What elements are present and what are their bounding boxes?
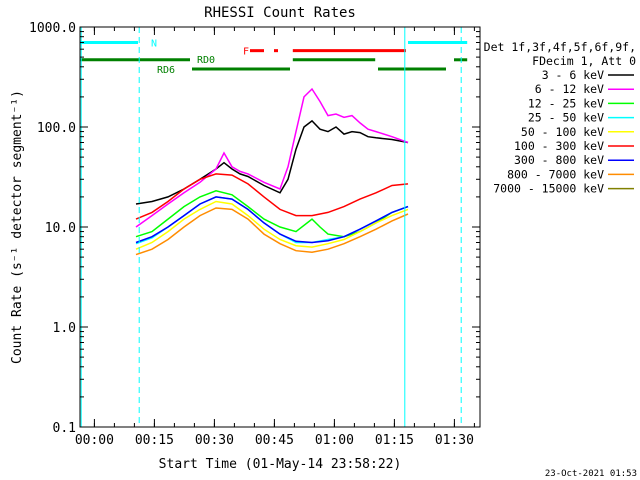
legend-label-50-100-kev: 50 - 100 keV (521, 125, 604, 139)
state-bars-layer: N F RD0 RD6 (80, 38, 468, 76)
annotation-n: N (151, 38, 157, 49)
legend-label-25-50-kev: 25 - 50 keV (528, 111, 604, 125)
legend-label-6-12-kev: 6 - 12 keV (535, 82, 604, 96)
x-tick-label: 01:15 (375, 433, 414, 448)
x-tick-label: 00:00 (75, 433, 114, 448)
y-axis: 0.1 1.0 10.0 100.0 1000.0 (29, 21, 480, 436)
x-tick-label: 01:30 (435, 433, 474, 448)
annotation-f: F (243, 47, 249, 58)
x-tick-label: 00:15 (135, 433, 174, 448)
series-6-12-kev (135, 87, 409, 228)
series-800-7000-kev (135, 207, 409, 256)
legend-label-3-6-kev: 3 - 6 keV (542, 68, 604, 82)
annotation-rd6: RD6 (157, 65, 175, 76)
y-axis-label: Count Rate (s⁻¹ detector segment⁻¹) (10, 90, 25, 364)
legend-label-800-7000-kev: 800 - 7000 keV (507, 167, 604, 181)
series-3-6-kev (135, 119, 409, 205)
x-tick-label: 01:00 (315, 433, 354, 448)
legend-label-7000-15000-kev: 7000 - 15000 keV (493, 182, 604, 196)
legend-label-300-800-kev: 300 - 800 keV (514, 153, 604, 167)
y-tick-label: 10.0 (45, 221, 76, 236)
series-300-800-kev (135, 196, 409, 244)
x-tick-label: 00:30 (195, 433, 234, 448)
y-tick-label: 1000.0 (29, 21, 76, 36)
footer-timestamp: 23-Oct-2021 01:53 (545, 469, 637, 479)
legend-header-line: Det 1f,3f,4f,5f,6f,9f, (484, 40, 636, 54)
chart-title: RHESSI Count Rates (204, 5, 356, 21)
y-tick-label: 100.0 (37, 121, 76, 136)
legend-label-100-300-kev: 100 - 300 keV (514, 139, 604, 153)
x-axis-label: Start Time (01-May-14 23:58:22) (159, 457, 402, 472)
legend-header-line: FDecim 1, Att 0 (532, 54, 636, 68)
x-axis: 00:00 00:15 00:30 00:45 01:00 01:15 01:30 (75, 27, 475, 448)
series-100-300-kev (135, 173, 409, 220)
x-tick-label: 00:45 (255, 433, 294, 448)
legend-label-12-25-kev: 12 - 25 keV (528, 96, 604, 110)
series-50-100-kev (135, 200, 409, 250)
y-tick-label: 0.1 (53, 421, 76, 436)
annotation-rd0: RD0 (197, 55, 215, 66)
legend: Det 1f,3f,4f,5f,6f,9f,FDecim 1, Att 03 -… (484, 40, 636, 196)
series-layer (135, 87, 409, 256)
y-tick-label: 1.0 (53, 321, 76, 336)
